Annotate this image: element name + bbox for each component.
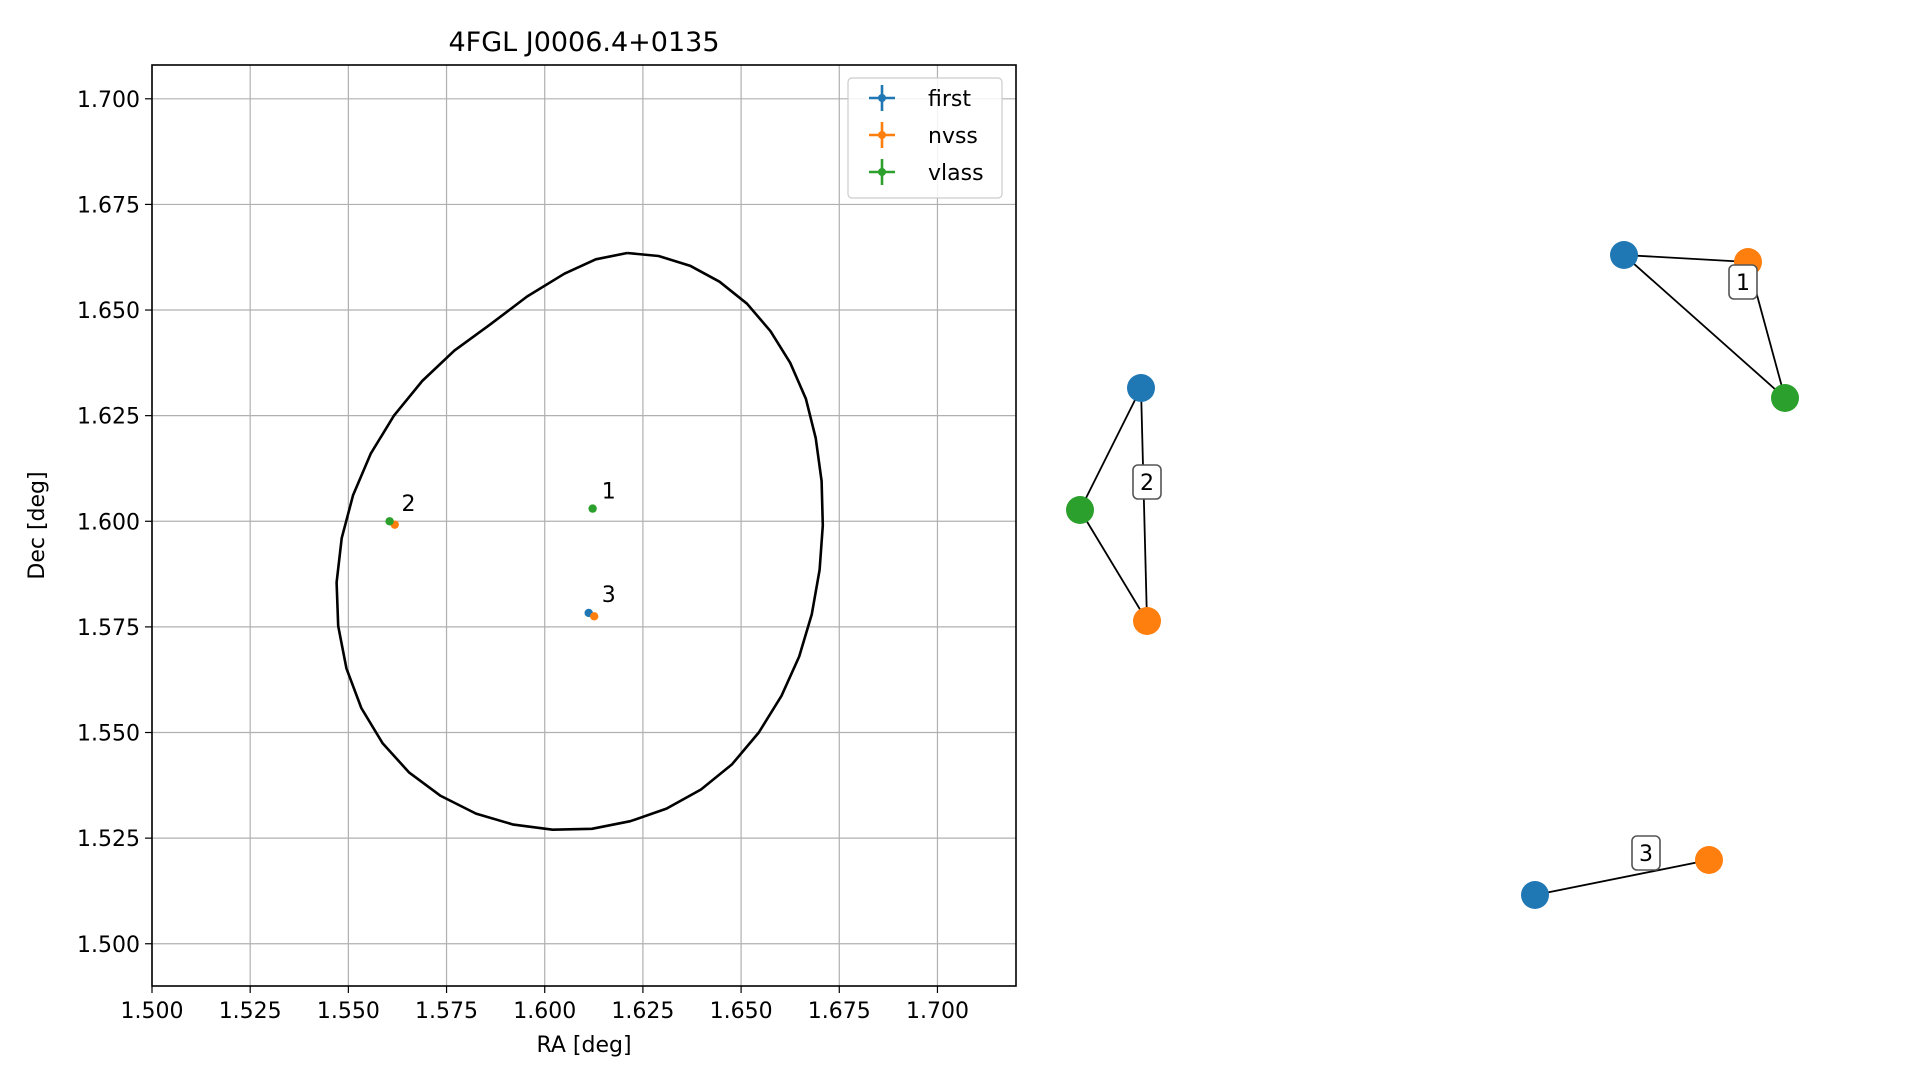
network-edge [1079,509,1148,622]
network-group-3: 3 [1521,835,1723,909]
network-edge [1623,254,1786,399]
x-tick-label: 1.700 [906,999,969,1024]
grid [151,65,1016,986]
point-annotations: 1 2 3 [401,479,615,608]
network-edge [1534,859,1710,896]
network-node-first [1610,241,1638,269]
legend-marker-dot-first [878,94,886,102]
network-group-label: 1 [1736,271,1750,296]
y-tick-label: 1.650 [77,299,140,324]
legend-label: vlass [928,161,984,186]
x-axis-label: RA [deg] [536,1033,631,1058]
network-node-nvss [1133,607,1161,635]
network-edge [1079,387,1142,511]
legend-box [847,77,1003,199]
network-label-box [1728,264,1758,300]
chart-title: 4FGL J0006.4+0135 [448,27,719,58]
y-tick-label: 1.600 [77,510,140,535]
network-label-box [1132,464,1162,500]
network-node-first [1521,881,1549,909]
annotation-label: 1 [602,479,616,504]
y-ticks: 1.500 1.525 1.550 1.575 1.600 1.625 1.650 1.675… [77,88,152,958]
network-edge [1140,387,1148,622]
legend-marker-dot-vlass [878,168,886,176]
point-nvss [590,612,599,621]
x-tick-label: 1.525 [219,999,282,1024]
y-tick-label: 1.625 [77,405,140,430]
network-node-first [1127,374,1155,402]
y-tick-label: 1.700 [77,88,140,113]
legend: first nvss vlass [847,77,1003,199]
network-node-vlass [1066,496,1094,524]
point-vlass [588,504,597,513]
network-node-vlass [1771,384,1799,412]
x-tick-label: 1.500 [121,999,184,1024]
axes-frame [151,64,1017,987]
network-group-label: 2 [1140,471,1154,496]
network-panel: 1 2 3 [1066,241,1799,909]
network-node-nvss [1695,846,1723,874]
network-label-box [1631,835,1661,871]
network-edge [1623,254,1749,263]
legend-label: first [928,87,971,112]
x-tick-label: 1.650 [710,999,773,1024]
scatter-panel: 123 1.500 1.525 1.550 1.575 1.600 1.625 1.650 1… [25,27,1017,1058]
annotation-label: 3 [602,583,616,608]
x-ticks: 1.500 1.525 1.550 1.575 1.600 1.625 1.650 1.675… [121,986,969,1024]
legend-marker-dot-nvss [878,131,886,139]
x-tick-label: 1.625 [611,999,674,1024]
y-tick-label: 1.500 [77,933,140,958]
annotation-label: 2 [401,492,415,517]
ellipse-outline [335,251,825,832]
point-vlass [385,517,394,526]
x-tick-label: 1.675 [808,999,871,1024]
y-tick-label: 1.675 [77,193,140,218]
network-group-label: 3 [1639,842,1653,867]
x-tick-label: 1.600 [513,999,576,1024]
y-tick-label: 1.525 [77,827,140,852]
network-group-1: 1 [1610,241,1799,412]
x-tick-label: 1.550 [317,999,380,1024]
y-tick-label: 1.575 [77,616,140,641]
data-points [385,504,599,621]
legend-label: nvss [928,124,978,149]
localization-ellipse [335,251,825,832]
network-group-2: 2 [1066,374,1162,635]
y-tick-label: 1.550 [77,722,140,747]
y-axis-label: Dec [deg] [25,471,50,579]
x-tick-label: 1.575 [415,999,478,1024]
